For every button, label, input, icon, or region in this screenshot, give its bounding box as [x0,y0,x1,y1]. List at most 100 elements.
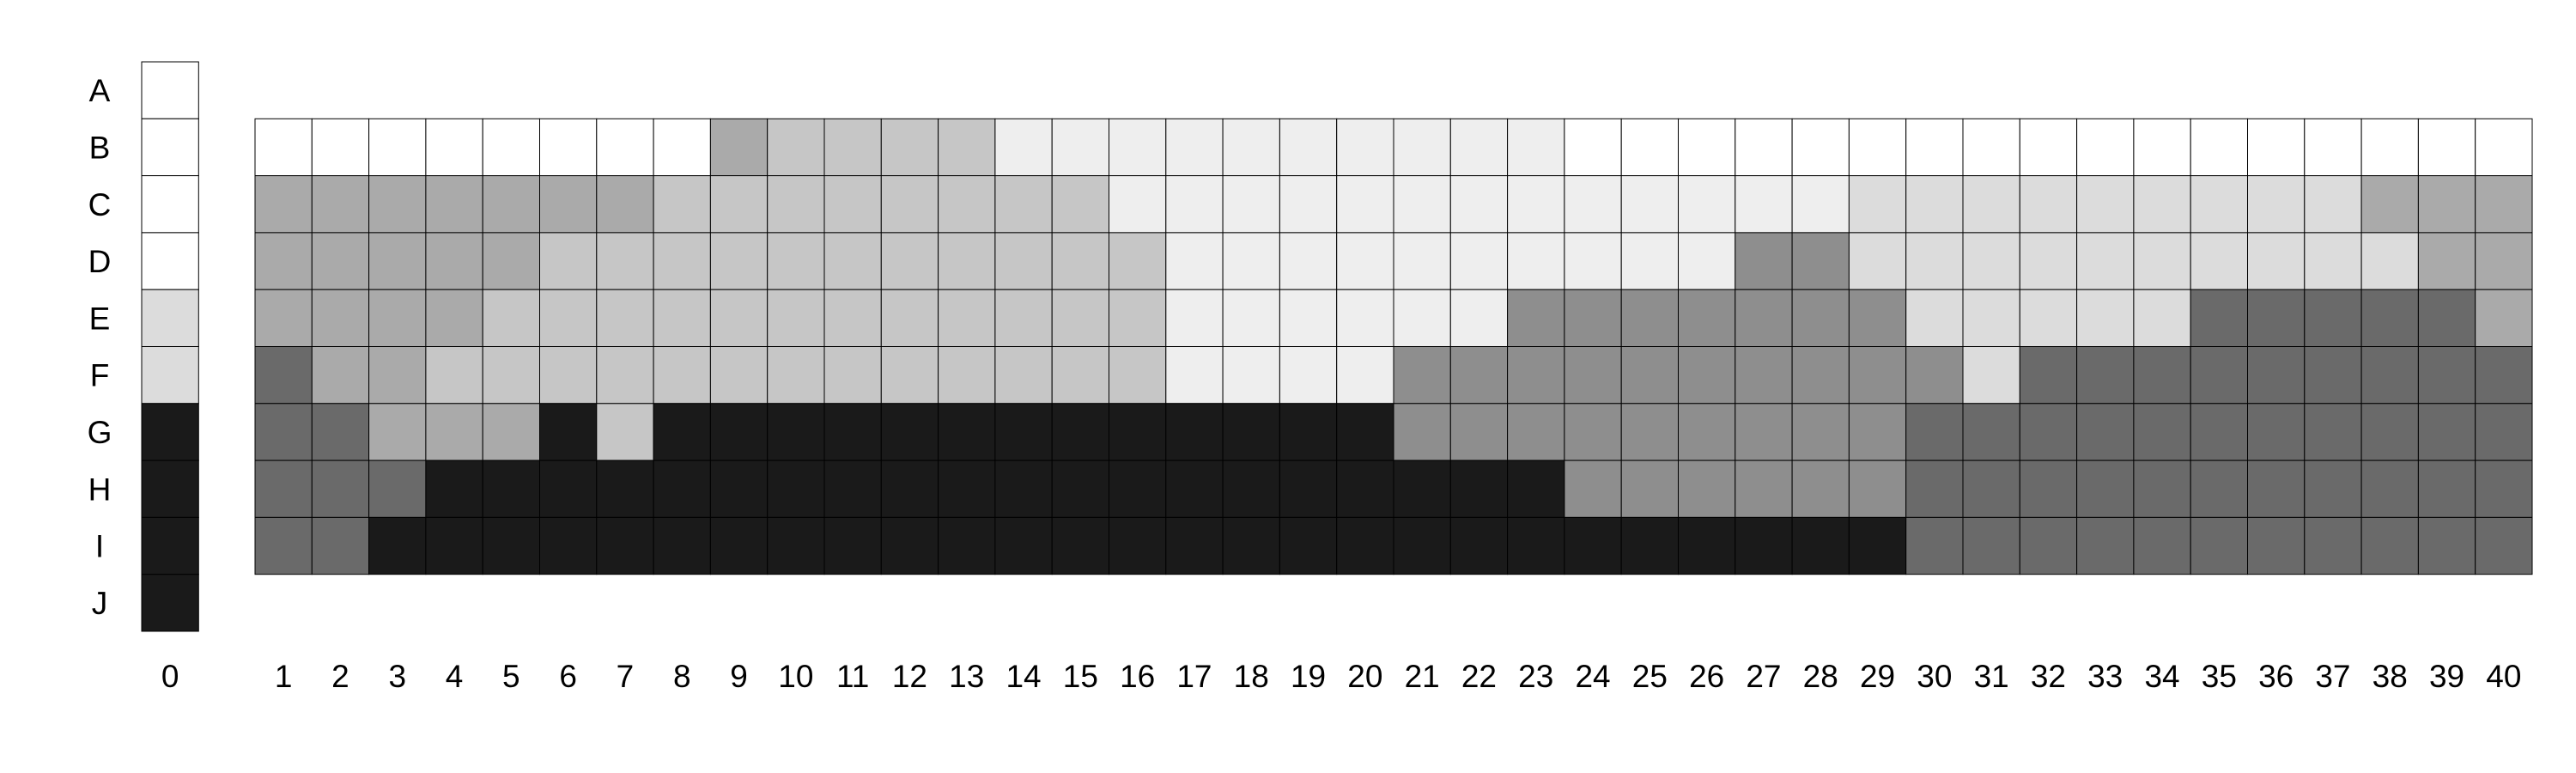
grid-cell-c-18 [1222,175,1280,234]
grid-cell-f-38 [2360,346,2419,405]
grid-cell-d-1 [254,232,313,290]
grid-cell-c-33 [2076,175,2135,234]
grid-cell-b-29 [1848,118,1907,177]
grid-cell-c-31 [1962,175,2020,234]
grid-cell-i-11 [823,516,882,575]
grid-cell-i-8 [653,516,711,575]
grid-cell-b-2 [311,118,370,177]
grid-cell-e-3 [368,289,427,348]
row-label-h: H [88,472,112,507]
grid-cell-d-38 [2360,232,2419,290]
grid-cell-d-10 [767,232,825,290]
grid-cell-i-1 [254,516,313,575]
grid-cell-h-25 [1620,460,1679,518]
legend-cell-d [141,232,199,290]
grid-cell-d-36 [2247,232,2306,290]
grid-cell-c-3 [368,175,427,234]
grid-cell-f-39 [2417,346,2476,405]
grid-cell-i-7 [596,516,654,575]
grid-cell-f-4 [425,346,483,405]
grid-cell-d-16 [1109,232,1167,290]
grid-cell-b-34 [2133,118,2191,177]
grid-cell-b-4 [425,118,483,177]
grid-cell-c-14 [994,175,1053,234]
grid-cell-i-26 [1678,516,1736,575]
grid-cell-i-24 [1564,516,1622,575]
grid-cell-i-33 [2076,516,2135,575]
grid-cell-b-24 [1564,118,1622,177]
grid-cell-d-13 [938,232,996,290]
grid-cell-e-27 [1735,289,1793,348]
grid-cell-h-12 [880,460,939,518]
grid-cell-d-23 [1507,232,1565,290]
grid-cell-i-20 [1336,516,1394,575]
grid-cell-c-1 [254,175,313,234]
grid-cell-c-15 [1051,175,1109,234]
column-label-25: 25 [1632,659,1668,694]
column-label-1: 1 [275,659,293,694]
grid-cell-i-27 [1735,516,1793,575]
grid-cell-f-2 [311,346,370,405]
grid-cell-g-26 [1678,403,1736,461]
grid-cell-c-16 [1109,175,1167,234]
grid-cell-b-1 [254,118,313,177]
grid-cell-c-29 [1848,175,1907,234]
grid-cell-g-32 [2019,403,2078,461]
grid-cell-b-31 [1962,118,2020,177]
grid-cell-f-26 [1678,346,1736,405]
grid-cell-h-26 [1678,460,1736,518]
column-label-24: 24 [1575,659,1610,694]
grid-cell-g-27 [1735,403,1793,461]
column-label-21: 21 [1405,659,1440,694]
grid-cell-d-6 [539,232,598,290]
row-label-b: B [89,130,111,165]
column-labels: 0 1 2 3 4 5 6 7 8 9 10 11 12 13 14 15 16 17 18 19 20 21 22 23 24… [161,659,2522,694]
grid-cell-h-4 [425,460,483,518]
grid-cell-d-27 [1735,232,1793,290]
grid-cell-b-26 [1678,118,1736,177]
grid-cell-g-12 [880,403,939,461]
grid-cell-g-28 [1791,403,1850,461]
grid-cell-b-12 [880,118,939,177]
grid-cell-b-18 [1222,118,1280,177]
grid-cell-g-13 [938,403,996,461]
grid-cell-e-5 [482,289,541,348]
row-label-j: J [92,586,108,621]
grid-cell-c-30 [1905,175,1964,234]
grid-cell-g-19 [1279,403,1338,461]
grid-cell-h-3 [368,460,427,518]
grid-cell-h-5 [482,460,541,518]
grid-cell-d-20 [1336,232,1394,290]
grid-cell-g-29 [1848,403,1907,461]
grid-cell-e-17 [1165,289,1224,348]
grid-cell-h-40 [2475,460,2533,518]
grid-cell-g-40 [2475,403,2533,461]
grid-cell-f-16 [1109,346,1167,405]
grid-cell-i-4 [425,516,483,575]
grid-cell-g-34 [2133,403,2191,461]
grid-cell-f-23 [1507,346,1565,405]
grid-cell-f-27 [1735,346,1793,405]
grid-cell-b-11 [823,118,882,177]
grid-cell-b-17 [1165,118,1224,177]
grid-cell-c-5 [482,175,541,234]
column-label-11: 11 [836,659,869,694]
grid-cell-d-3 [368,232,427,290]
grid-cell-g-7 [596,403,654,461]
grid-cell-c-9 [709,175,769,234]
grid-cell-d-31 [1962,232,2020,290]
grid-cell-c-40 [2475,175,2533,234]
grid-cell-i-19 [1279,516,1338,575]
grid-cell-c-7 [596,175,654,234]
grid-cell-f-22 [1449,346,1509,405]
grid-cell-h-13 [938,460,996,518]
grid-cell-c-10 [767,175,825,234]
grid-cell-g-24 [1564,403,1622,461]
grid-cell-b-14 [994,118,1053,177]
grid-cell-b-27 [1735,118,1793,177]
grid-cell-h-28 [1791,460,1850,518]
column-label-23: 23 [1518,659,1553,694]
column-label-27: 27 [1746,659,1781,694]
column-label-3: 3 [388,659,406,694]
grid-cell-f-34 [2133,346,2191,405]
